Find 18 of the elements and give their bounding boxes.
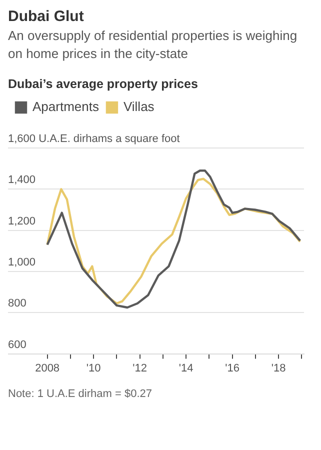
x-tick-label: '12	[132, 362, 147, 374]
text: Note: 1 U.A.E dirham = $0.27	[8, 388, 153, 400]
text: Dubai’s average property prices	[8, 77, 199, 91]
y-tick-label: 1,600 U.A.E. dirhams a square foot	[8, 133, 180, 146]
y-tick-label: 1,400	[8, 174, 36, 186]
y-tick-label: 1,000	[8, 256, 36, 269]
legend-label: Villas	[123, 99, 155, 114]
chart-title: Dubai Glut	[8, 8, 85, 25]
y-tick-label: 600	[8, 338, 26, 351]
x-tick-label: '10	[86, 362, 101, 374]
x-tick-label: '18	[271, 362, 286, 374]
chart-subtitle: An oversupply of residential properties is weighing on home prices in the city-state	[8, 27, 298, 63]
x-tick-label: '14	[178, 362, 194, 374]
legend-label: Apartments	[32, 99, 100, 114]
x-tick-label: '16	[225, 362, 240, 374]
y-tick-label: 1,200	[8, 215, 36, 228]
y-tick-label: 800	[8, 298, 26, 310]
x-tick-label: 2008	[35, 362, 60, 374]
